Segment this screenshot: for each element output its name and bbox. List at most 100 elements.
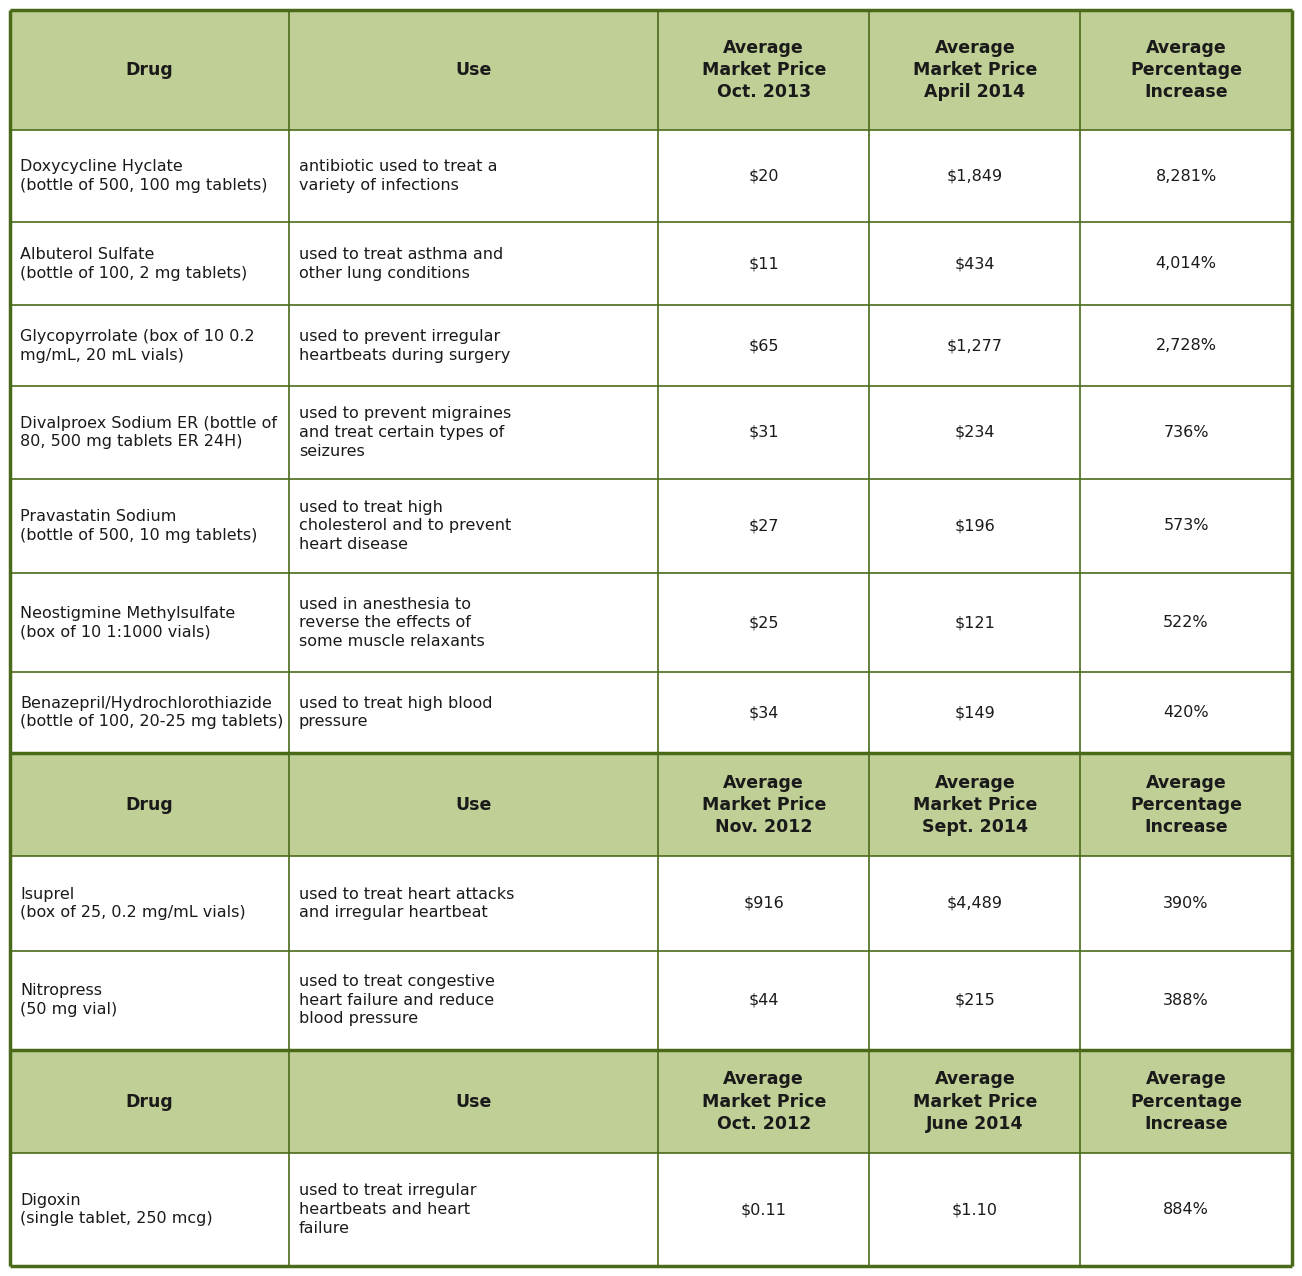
Text: used to prevent migraines
and treat certain types of
seizures: used to prevent migraines and treat cert…: [299, 406, 512, 458]
Text: antibiotic used to treat a
variety of infections: antibiotic used to treat a variety of in…: [299, 160, 497, 193]
Text: Neostigmine Methylsulfate
(box of 10 1:1000 vials): Neostigmine Methylsulfate (box of 10 1:1…: [21, 606, 236, 639]
Text: $65: $65: [749, 338, 779, 353]
Text: 736%: 736%: [1163, 425, 1208, 440]
Text: $11: $11: [749, 256, 779, 272]
Bar: [1081, 10, 1292, 130]
Bar: [10, 222, 289, 305]
Bar: [870, 672, 1081, 753]
Text: Digoxin
(single tablet, 250 mcg): Digoxin (single tablet, 250 mcg): [21, 1193, 214, 1226]
Text: $434: $434: [954, 256, 995, 272]
Bar: [1081, 672, 1292, 753]
Text: Average
Percentage
Increase: Average Percentage Increase: [1130, 773, 1242, 836]
Text: $1.10: $1.10: [952, 1202, 997, 1217]
Bar: [289, 573, 658, 672]
Bar: [870, 1154, 1081, 1266]
Bar: [289, 672, 658, 753]
Bar: [289, 753, 658, 856]
Bar: [870, 130, 1081, 222]
Text: $196: $196: [954, 518, 995, 533]
Bar: [658, 387, 870, 478]
Text: Average
Market Price
Sept. 2014: Average Market Price Sept. 2014: [913, 773, 1036, 836]
Text: used to treat congestive
heart failure and reduce
blood pressure: used to treat congestive heart failure a…: [299, 974, 495, 1026]
Bar: [10, 10, 289, 130]
Bar: [870, 10, 1081, 130]
Text: 388%: 388%: [1163, 993, 1208, 1008]
Text: $4,489: $4,489: [947, 896, 1003, 911]
Text: 390%: 390%: [1163, 896, 1208, 911]
Text: Use: Use: [456, 61, 492, 79]
Text: $916: $916: [743, 896, 784, 911]
Text: 4,014%: 4,014%: [1155, 256, 1216, 272]
Text: Drug: Drug: [126, 796, 173, 814]
Bar: [658, 222, 870, 305]
Bar: [1081, 130, 1292, 222]
Text: used to treat asthma and
other lung conditions: used to treat asthma and other lung cond…: [299, 248, 503, 281]
Bar: [1081, 573, 1292, 672]
Text: Benazepril/Hydrochlorothiazide
(bottle of 100, 20-25 mg tablets): Benazepril/Hydrochlorothiazide (bottle o…: [21, 695, 284, 730]
Bar: [870, 1050, 1081, 1154]
Bar: [289, 1154, 658, 1266]
Bar: [870, 387, 1081, 478]
Bar: [289, 222, 658, 305]
Text: $1,277: $1,277: [947, 338, 1003, 353]
Bar: [1081, 222, 1292, 305]
Bar: [1081, 387, 1292, 478]
Text: $215: $215: [954, 993, 995, 1008]
Bar: [658, 573, 870, 672]
Text: Pravastatin Sodium
(bottle of 500, 10 mg tablets): Pravastatin Sodium (bottle of 500, 10 mg…: [21, 509, 258, 542]
Bar: [870, 573, 1081, 672]
Text: 522%: 522%: [1163, 615, 1208, 630]
Text: $1,849: $1,849: [947, 168, 1003, 184]
Bar: [10, 305, 289, 387]
Bar: [10, 387, 289, 478]
Text: used to prevent irregular
heartbeats during surgery: used to prevent irregular heartbeats dur…: [299, 329, 510, 362]
Text: Use: Use: [456, 796, 492, 814]
Bar: [10, 130, 289, 222]
Text: $27: $27: [749, 518, 779, 533]
Text: Nitropress
(50 mg vial): Nitropress (50 mg vial): [21, 984, 117, 1017]
Bar: [870, 478, 1081, 573]
Text: $25: $25: [749, 615, 779, 630]
Text: 2,728%: 2,728%: [1155, 338, 1216, 353]
Text: 420%: 420%: [1163, 706, 1208, 720]
Text: Average
Market Price
June 2014: Average Market Price June 2014: [913, 1071, 1036, 1133]
Bar: [1081, 1154, 1292, 1266]
Bar: [870, 856, 1081, 951]
Text: used to treat irregular
heartbeats and heart
failure: used to treat irregular heartbeats and h…: [299, 1183, 477, 1235]
Bar: [870, 951, 1081, 1050]
Text: Average
Percentage
Increase: Average Percentage Increase: [1130, 40, 1242, 101]
Bar: [289, 130, 658, 222]
Text: used to treat heart attacks
and irregular heartbeat: used to treat heart attacks and irregula…: [299, 887, 514, 920]
Bar: [658, 753, 870, 856]
Bar: [10, 951, 289, 1050]
Bar: [10, 1154, 289, 1266]
Text: used in anesthesia to
reverse the effects of
some muscle relaxants: used in anesthesia to reverse the effect…: [299, 597, 484, 649]
Bar: [1081, 1050, 1292, 1154]
Bar: [1081, 305, 1292, 387]
Bar: [870, 222, 1081, 305]
Text: used to treat high blood
pressure: used to treat high blood pressure: [299, 695, 492, 730]
Text: Use: Use: [456, 1092, 492, 1110]
Text: $31: $31: [749, 425, 779, 440]
Text: $34: $34: [749, 706, 779, 720]
Text: $121: $121: [954, 615, 995, 630]
Text: $149: $149: [954, 706, 995, 720]
Bar: [658, 478, 870, 573]
Text: Average
Market Price
Nov. 2012: Average Market Price Nov. 2012: [702, 773, 825, 836]
Bar: [658, 130, 870, 222]
Bar: [1081, 478, 1292, 573]
Text: Albuterol Sulfate
(bottle of 100, 2 mg tablets): Albuterol Sulfate (bottle of 100, 2 mg t…: [21, 248, 247, 281]
Bar: [10, 573, 289, 672]
Text: Average
Market Price
Oct. 2013: Average Market Price Oct. 2013: [702, 40, 825, 101]
Bar: [289, 951, 658, 1050]
Bar: [658, 1050, 870, 1154]
Text: Doxycycline Hyclate
(bottle of 500, 100 mg tablets): Doxycycline Hyclate (bottle of 500, 100 …: [21, 160, 268, 193]
Text: used to treat high
cholesterol and to prevent
heart disease: used to treat high cholesterol and to pr…: [299, 500, 512, 553]
Bar: [1081, 753, 1292, 856]
Text: Drug: Drug: [126, 61, 173, 79]
Bar: [870, 305, 1081, 387]
Text: $234: $234: [954, 425, 995, 440]
Bar: [658, 951, 870, 1050]
Bar: [10, 478, 289, 573]
Bar: [870, 753, 1081, 856]
